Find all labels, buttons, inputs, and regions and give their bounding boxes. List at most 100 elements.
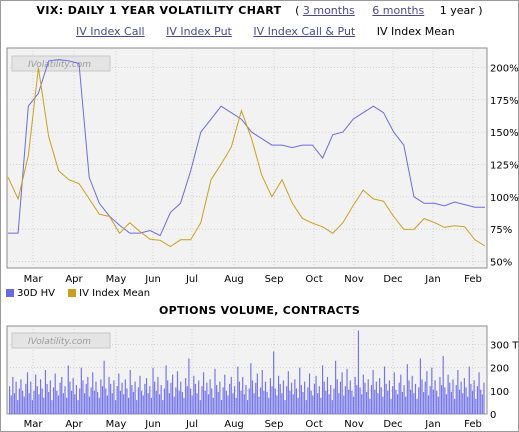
volume-bar (348, 389, 350, 414)
volume-bar (131, 385, 133, 414)
volume-bar (374, 389, 376, 414)
volume-bar (439, 376, 441, 414)
x-tick-label: Feb (464, 274, 482, 285)
volume-bar (48, 392, 50, 414)
legend-swatch-hv (6, 289, 14, 297)
volume-bar (357, 330, 360, 414)
volume-bar (20, 379, 22, 414)
volume-bar (411, 375, 413, 414)
volume-bar (225, 390, 227, 414)
volume-bar (336, 379, 338, 414)
volume-bar (162, 400, 164, 414)
volume-bar (237, 366, 239, 414)
volume-bar (315, 375, 317, 414)
volume-bar (354, 376, 356, 414)
volume-bar (481, 394, 483, 414)
volume-bar (396, 394, 399, 414)
volume-bar (339, 381, 342, 414)
volume-bar (483, 382, 485, 414)
volume-bar (478, 372, 480, 414)
volume-bar (297, 397, 299, 414)
volume-bar (310, 390, 312, 414)
volume-bar (121, 382, 123, 414)
volume-bar (181, 392, 183, 414)
volume-bar (129, 370, 131, 414)
volume-bar (300, 385, 302, 414)
volume-bar (28, 393, 30, 414)
volume-bar (219, 381, 221, 414)
y-tick-label: 150% (490, 128, 519, 139)
volume-bar (235, 397, 237, 414)
volume-bar (242, 376, 244, 414)
volume-bar (155, 390, 157, 414)
volume-bar (35, 374, 37, 414)
volume-bar (471, 390, 474, 414)
x-tick-label: Jul (185, 274, 198, 285)
volume-bar (264, 381, 267, 414)
volume-bar (136, 400, 138, 414)
volume-bar (132, 392, 135, 414)
volume-bar (207, 394, 210, 414)
volume-bar (255, 382, 257, 414)
volume-bar (194, 383, 197, 414)
volume-bar (196, 393, 198, 414)
volume-bar (307, 387, 309, 414)
range-link-3-months[interactable]: 3 months (302, 4, 355, 17)
link-iv-index-call-put[interactable]: IV Index Call & Put (253, 25, 356, 38)
volume-bar (388, 380, 390, 414)
watermark-logo: IVolatility.com (11, 55, 111, 72)
current-chart-iv-index-mean: IV Index Mean (376, 25, 455, 38)
volume-bar (313, 383, 316, 414)
volume-bar (152, 367, 154, 414)
volume-bar-chart: 0 100 200 300 T Mar Apr May Jun Jul Aug Sep Oct Nov D… (6, 325, 519, 430)
volume-x-tick-label: Apr (65, 419, 83, 430)
volume-bar (423, 392, 425, 414)
volume-bar (304, 381, 306, 414)
volume-bar (123, 394, 125, 414)
volume-bar (110, 383, 112, 414)
volume-bar (108, 376, 110, 414)
volume-bar (333, 388, 335, 414)
volume-bar (251, 380, 254, 414)
volume-bar (66, 397, 68, 414)
volume-bar (445, 394, 448, 414)
volume-bar (312, 395, 314, 414)
volume-bar (414, 383, 417, 414)
volume-bar (351, 390, 353, 414)
volume-bar (180, 381, 182, 414)
volume-bar (261, 370, 263, 414)
volume-bar (165, 365, 167, 414)
volume-bar (476, 386, 479, 414)
volume-bar (253, 393, 255, 414)
volume-bar (149, 386, 151, 414)
volume-bar (39, 379, 42, 414)
volume-bar (64, 386, 66, 414)
volume-bar (154, 381, 156, 414)
volume-bar (90, 387, 92, 414)
volume-bar (189, 388, 192, 414)
volume-bar (387, 390, 389, 414)
volume-bar (202, 372, 205, 414)
volume-bar (328, 394, 330, 414)
volume-bar (398, 382, 400, 414)
link-iv-index-put[interactable]: IV Index Put (166, 25, 232, 38)
volume-bar (375, 381, 377, 414)
volume-y-tick-label: 200 (490, 364, 509, 375)
volume-bar (442, 356, 444, 414)
volume-bar (302, 392, 304, 414)
volume-bar (114, 400, 117, 414)
volume-bar (455, 385, 457, 414)
volume-bar (367, 379, 369, 414)
volume-bar (142, 395, 144, 414)
volume-bar (170, 382, 172, 414)
volume-bar (370, 385, 373, 414)
volume-bar (95, 381, 97, 414)
range-current-1-year: 1 year (439, 4, 475, 17)
volume-bar (186, 386, 188, 414)
volume-bar (400, 374, 402, 414)
volume-bar (31, 400, 33, 414)
range-link-6-months[interactable]: 6 months (372, 4, 425, 17)
volume-bar (369, 398, 371, 414)
volume-bar (372, 370, 374, 414)
link-iv-index-call[interactable]: IV Index Call (76, 25, 145, 38)
